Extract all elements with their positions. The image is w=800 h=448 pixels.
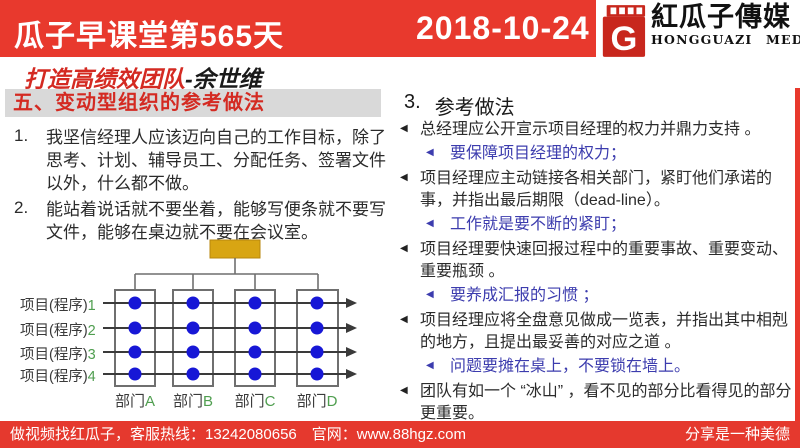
bullet-item: ◀ 总经理应公开宣示项目经理的权力并鼎力支持 。 [400,119,792,141]
list-item: 1. 我坚信经理人应该迈向自己的工作目标，除了思考、计划、辅导员工、分配任务、签… [14,126,386,195]
slogan: 分享是一种美德 [684,426,790,443]
dept-box [114,289,156,387]
sub-bullet-text: 要养成汇报的习惯 ； [450,287,599,304]
matrix-diagram [103,239,357,387]
diagram-col-label: 部门A [114,393,156,410]
diagram-col-label: 部门C [234,393,276,410]
heading-label: 参考做法 [434,97,515,119]
triangle-bullet-icon: ◀ [426,289,434,300]
sub-bullet-item: ◀ 要养成汇报的习惯 ； [426,285,792,307]
bullet-text: 项目经理应将全盘意见做成一览表，并指出其中相剋的地方，且提出最妥善的对应之道 。 [420,312,789,351]
svg-text:G: G [611,20,638,58]
page-title: 瓜子早课堂第565天 [14,20,285,53]
triangle-bullet-icon: ◀ [426,147,434,158]
dept-box [296,289,339,387]
sub-bullet-item: ◀ 问题要摊在桌上，不要锁在墙上。 [426,356,792,378]
bullet-item: ◀ 项目经理应主动链接各相关部门，紧盯他们承诺的事，并指出最后期限（dead-l… [400,168,792,212]
triangle-bullet-icon: ◀ [426,360,434,371]
org-head-box [209,239,261,259]
sub-bullet-item: ◀ 要保障项目经理的权力； [426,143,792,165]
triangle-bullet-icon: ◀ [400,123,408,134]
heading-number: 3. [404,91,421,113]
diagram-col-label: 部门B [172,393,214,410]
sub-bullet-text: 工作就是要不断的紧盯； [450,216,627,233]
course-title: 打造高绩效团队 [24,66,185,92]
bullet-text: 项目经理要快速回报过程中的重要事故、重要变动、重要瓶颈 。 [420,241,789,280]
dept-box [172,289,214,387]
diagram-row-label: 项目(程序)4 [20,369,96,385]
diagram-row-label: 项目(程序)3 [20,347,96,363]
contact-info: 做视频找红瓜子，客服热线：13242080656 官网：www.88hgz.co… [10,426,466,443]
reference-practices-list: ◀ 总经理应公开宣示项目经理的权力并鼎力支持 。 ◀ 要保障项目经理的权力； ◀… [400,119,792,427]
diagram-row-label: 项目(程序)2 [20,323,96,339]
list-item: 2. 能站着说话就不要坐着，能够写便条就不要写文件，能够在桌边就不要在会议室。 [14,198,386,244]
arrow-right-icon [346,298,357,379]
item-number: 2. [14,198,29,217]
triangle-bullet-icon: ◀ [400,314,408,325]
bottom-bar: 做视频找红瓜子，客服热线：13242080656 官网：www.88hgz.co… [0,421,800,448]
hongguazi-logo-icon: G [602,5,646,58]
diagram-row-label: 项目(程序)1 [20,298,96,314]
subtitle: 打造高绩效团队-余世维 [24,60,262,92]
bullet-text: 项目经理应主动链接各相关部门，紧盯他们承诺的事，并指出最后期限（dead-lin… [420,170,773,209]
logo-en-text: HONGGUAZI MEDIA [651,32,800,47]
bullet-item: ◀ 项目经理应将全盘意见做成一览表，并指出其中相剋的地方，且提出最妥善的对应之道… [400,310,792,354]
section-header: 五、变动型组织的参考做法 [5,89,381,117]
item-text: 我坚信经理人应该迈向自己的工作目标，除了思考、计划、辅导员工、分配任务、签署文件… [46,128,386,193]
logo: G 紅瓜子傳媒 HONGGUAZI MEDIA [596,0,800,62]
diagram-col-label: 部门D [296,393,338,410]
sub-bullet-item: ◀ 工作就是要不断的紧盯； [426,214,792,236]
section-header-label: 五、变动型组织的参考做法 [13,92,265,114]
bullet-text: 总经理应公开宣示项目经理的权力并鼎力支持 。 [420,121,761,138]
bullet-item: ◀ 团队有如一个 “冰山” ，看不见的部分比看得见的部分更重要。 [400,381,792,425]
dept-box [234,289,276,387]
item-text: 能站着说话就不要坐着，能够写便条就不要写文件，能够在桌边就不要在会议室。 [46,200,386,242]
top-banner: 瓜子早课堂第565天 2018-10-24 [0,0,596,57]
right-edge-strip [795,88,800,421]
date-label: 2018-10-24 [416,10,590,46]
triangle-bullet-icon: ◀ [426,218,434,229]
item-number: 1. [14,126,29,145]
logo-cn-text: 紅瓜子傳媒 [651,2,791,33]
project-flow-lines [103,302,346,375]
sub-bullet-text: 要保障项目经理的权力； [450,145,627,162]
triangle-bullet-icon: ◀ [400,385,408,396]
member-dots [128,296,324,381]
logo-text: 紅瓜子傳媒 HONGGUAZI MEDIA [651,3,800,47]
bullet-text: 团队有如一个 “冰山” ，看不见的部分比看得见的部分更重要。 [420,383,792,422]
sub-bullet-text: 问题要摊在桌上，不要锁在墙上。 [450,358,691,375]
right-section-heading: 3. 参考做法 [404,91,515,120]
bullet-item: ◀ 项目经理要快速回报过程中的重要事故、重要变动、重要瓶颈 。 [400,239,792,283]
triangle-bullet-icon: ◀ [400,243,408,254]
author-label: -余世维 [185,66,262,92]
triangle-bullet-icon: ◀ [400,172,408,183]
